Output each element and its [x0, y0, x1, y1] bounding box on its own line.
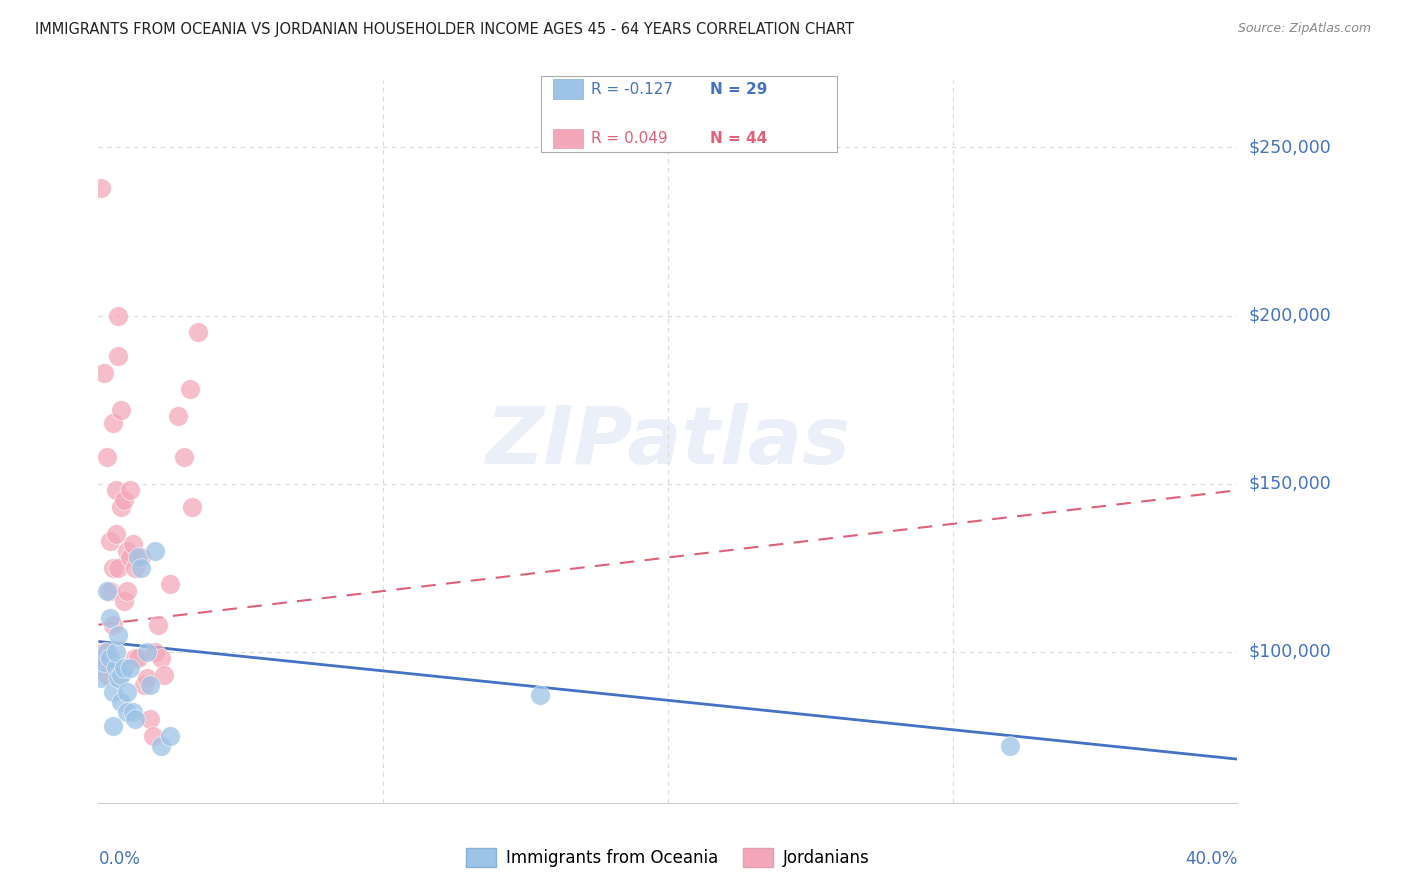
Text: Source: ZipAtlas.com: Source: ZipAtlas.com — [1237, 22, 1371, 36]
Text: N = 29: N = 29 — [710, 81, 768, 96]
Point — [159, 577, 181, 591]
Point — [90, 672, 112, 686]
Point — [121, 537, 143, 551]
Point — [104, 483, 127, 498]
Point — [173, 450, 195, 464]
Text: R = 0.049: R = 0.049 — [591, 131, 666, 146]
Point — [96, 450, 118, 464]
Point — [96, 644, 118, 658]
Point — [118, 661, 141, 675]
Point — [150, 739, 173, 753]
Text: $200,000: $200,000 — [1249, 307, 1331, 325]
Point — [107, 349, 129, 363]
Point — [90, 181, 112, 195]
Point — [159, 729, 181, 743]
Point — [107, 672, 129, 686]
Point — [93, 644, 115, 658]
Point — [135, 644, 157, 658]
Point — [529, 688, 551, 702]
Point — [150, 651, 173, 665]
Point — [141, 729, 163, 743]
Point — [135, 672, 157, 686]
Point — [104, 661, 127, 675]
Point — [101, 560, 124, 574]
Text: $100,000: $100,000 — [1249, 642, 1331, 661]
Point — [98, 533, 121, 548]
Point — [101, 685, 124, 699]
Text: IMMIGRANTS FROM OCEANIA VS JORDANIAN HOUSEHOLDER INCOME AGES 45 - 64 YEARS CORRE: IMMIGRANTS FROM OCEANIA VS JORDANIAN HOU… — [35, 22, 855, 37]
Point — [110, 668, 132, 682]
Point — [121, 705, 143, 719]
Point — [104, 527, 127, 541]
Point — [96, 584, 118, 599]
Point — [115, 705, 138, 719]
Point — [138, 712, 160, 726]
Point — [98, 661, 121, 675]
Point — [998, 739, 1021, 753]
Point — [148, 617, 170, 632]
Point — [127, 550, 149, 565]
Point — [138, 678, 160, 692]
Point — [110, 500, 132, 514]
Point — [107, 628, 129, 642]
Point — [145, 644, 167, 658]
Text: ZIPatlas: ZIPatlas — [485, 402, 851, 481]
Point — [129, 560, 152, 574]
Point — [90, 655, 112, 669]
Point — [118, 550, 141, 565]
Legend: Immigrants from Oceania, Jordanians: Immigrants from Oceania, Jordanians — [460, 841, 876, 874]
Point — [112, 493, 135, 508]
Point — [118, 483, 141, 498]
Point — [107, 309, 129, 323]
Point — [96, 668, 118, 682]
Text: $150,000: $150,000 — [1249, 475, 1331, 492]
Point — [98, 611, 121, 625]
Point — [145, 543, 167, 558]
Text: $250,000: $250,000 — [1249, 138, 1331, 156]
Point — [93, 655, 115, 669]
Point — [127, 651, 149, 665]
Point — [132, 678, 155, 692]
Point — [124, 712, 146, 726]
Text: R = -0.127: R = -0.127 — [591, 81, 672, 96]
Point — [179, 383, 201, 397]
Text: N = 44: N = 44 — [710, 131, 768, 146]
Point — [98, 584, 121, 599]
Point — [153, 668, 176, 682]
Point — [181, 500, 204, 514]
Point — [115, 543, 138, 558]
Point — [112, 594, 135, 608]
Point — [129, 550, 152, 565]
Point — [167, 409, 190, 424]
Point — [112, 661, 135, 675]
Point — [187, 326, 209, 340]
Point — [110, 695, 132, 709]
Text: 0.0%: 0.0% — [98, 850, 141, 868]
Point — [124, 651, 146, 665]
Point — [115, 685, 138, 699]
Point — [101, 416, 124, 430]
Point — [124, 560, 146, 574]
Point — [98, 651, 121, 665]
Point — [101, 617, 124, 632]
Point — [110, 402, 132, 417]
Point — [107, 560, 129, 574]
Point — [93, 366, 115, 380]
Text: 40.0%: 40.0% — [1185, 850, 1237, 868]
Point — [101, 718, 124, 732]
Point — [104, 644, 127, 658]
Point — [115, 584, 138, 599]
